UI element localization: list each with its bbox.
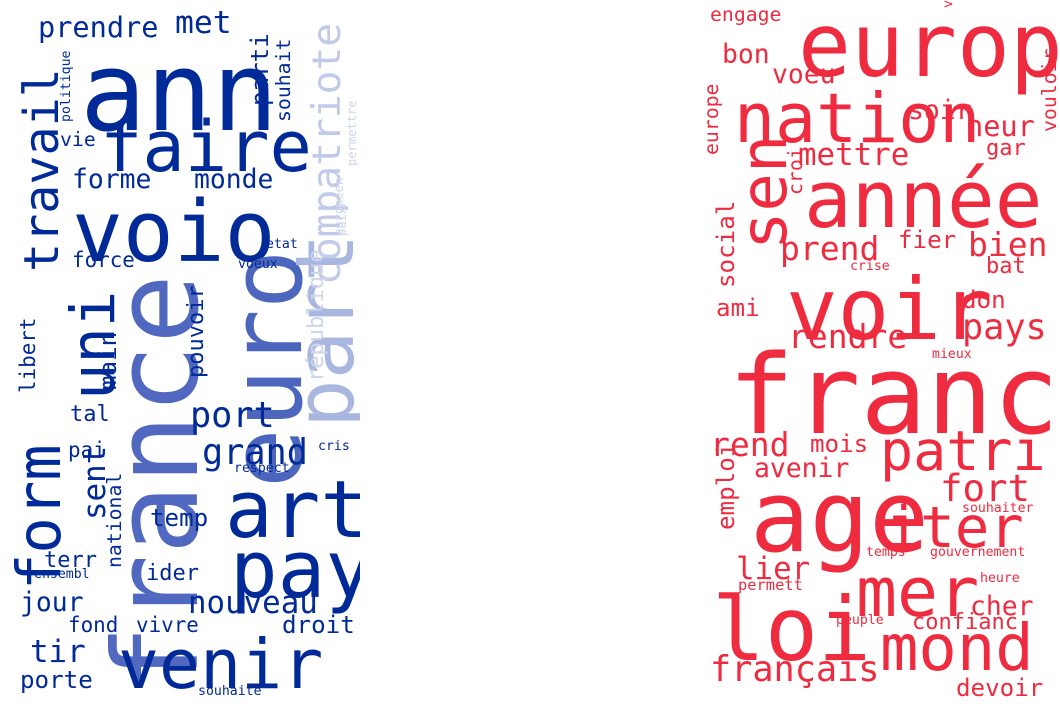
word-bien: bien	[968, 225, 1048, 264]
word-ami: ami	[716, 294, 760, 322]
word-prendre: prendre	[38, 10, 159, 44]
word-ann-e: année	[804, 153, 1043, 246]
word-voir: voir	[786, 260, 993, 360]
word-heur: heur	[966, 109, 1035, 143]
word-prend: prend	[780, 229, 880, 268]
word-rend: rend	[710, 425, 790, 464]
word-politique: politique	[59, 50, 74, 122]
word-nation: nation	[734, 80, 981, 159]
word-engage: engage	[710, 3, 782, 26]
word-port: port	[190, 395, 275, 436]
word-force: force	[72, 248, 135, 272]
word-age: age	[750, 460, 929, 575]
word-tal: tal	[70, 402, 110, 427]
word-venir: venir	[118, 626, 324, 705]
word-europ: europ	[798, 0, 1060, 97]
word-cher: cher	[970, 591, 1034, 622]
word-avenir: avenir	[754, 453, 850, 484]
word-confianc: confianc	[912, 610, 1018, 635]
word-met: met	[175, 5, 232, 41]
word-forme: forme	[72, 164, 152, 195]
word-gar: gar	[986, 136, 1026, 161]
word-voeu: voeu	[772, 59, 836, 90]
word-fran-ais: français	[710, 649, 880, 690]
word-temps: temps	[866, 545, 906, 560]
left-word-cloud: ann faire voio france euro part art pay venir for…	[0, 0, 360, 713]
word-tir: tir	[30, 634, 86, 670]
word-permettre: permettre	[345, 100, 359, 166]
word-voio: voio	[72, 183, 276, 281]
word-souhaite: souhaite	[198, 684, 262, 699]
word-porte: porte	[20, 666, 93, 694]
word-grand: grand	[202, 432, 308, 473]
word-ann: ann	[80, 28, 279, 156]
word-pai: pai	[68, 438, 106, 462]
word-lier: lier	[736, 551, 811, 587]
word-franc: franc	[728, 331, 1060, 459]
word-vie: vie	[60, 128, 96, 151]
word-crise: crise	[850, 259, 890, 274]
word-terr: terr	[44, 548, 97, 573]
word-nouveau: nouveau	[188, 585, 318, 621]
word-patri: patri	[880, 419, 1046, 483]
word-ider: ider	[146, 561, 199, 586]
word-mer: mer	[856, 554, 980, 633]
word-cris: cris	[318, 439, 350, 454]
word-parti: parti	[246, 33, 274, 106]
word-temp: temp	[150, 504, 209, 532]
word-main: main	[94, 331, 122, 390]
word-etat: etat	[266, 237, 298, 252]
word-permett: permett	[738, 576, 803, 594]
word-paix: paix	[335, 206, 349, 236]
word-bat: bat	[986, 254, 1026, 279]
word-pay: pay	[230, 523, 360, 616]
word-r-publique: république	[304, 249, 329, 382]
word-devoir: devoir	[956, 674, 1044, 702]
word-peuple: peuple	[836, 613, 884, 628]
word-social: social	[712, 200, 740, 288]
word-faire: faire	[100, 106, 312, 188]
word-compatriote: compatriote	[304, 22, 350, 285]
word-mois: mois	[810, 430, 869, 458]
word-vivre: vivre	[136, 613, 199, 637]
word-iter: iter	[886, 495, 1024, 561]
word-libert: libert	[16, 317, 40, 393]
word-national: national	[103, 472, 126, 568]
word-mieux: mieux	[932, 347, 972, 362]
word-pays: pays	[962, 307, 1047, 348]
word-fort: fort	[940, 466, 1031, 510]
word-heure: heure	[980, 571, 1020, 586]
word-rendre: rendre	[788, 317, 908, 356]
word-monde: monde	[194, 164, 274, 195]
word-soir: soir	[908, 95, 972, 126]
word-souhaiter: souhaiter	[962, 501, 1034, 516]
word-emploi: emploi	[712, 442, 740, 530]
word-voeux: voeux	[238, 257, 278, 272]
word-gouvernement: gouvernement	[930, 545, 1026, 560]
word-mettre: mettre	[798, 137, 910, 173]
word-europe: europe	[700, 83, 723, 155]
word-mond: mond	[880, 612, 1034, 686]
word-art: art	[225, 463, 360, 556]
word-vouloir: vouloir	[1038, 48, 1060, 132]
word-ensembl: ensembl	[34, 567, 90, 582]
word-loi: loi	[712, 578, 871, 681]
word-fier: fier	[898, 226, 957, 254]
word-respect: respect	[234, 461, 290, 476]
word-jour: jour	[20, 587, 84, 618]
word-pouvoir: pouvoir	[184, 285, 209, 378]
word-don: don	[962, 286, 1006, 314]
word-fond: fond	[68, 613, 119, 637]
word-souhait: souhait	[272, 38, 295, 122]
word-bon: bon	[722, 39, 770, 70]
word-volont-: volonté	[941, 0, 956, 8]
word-droit: droit	[282, 611, 355, 639]
